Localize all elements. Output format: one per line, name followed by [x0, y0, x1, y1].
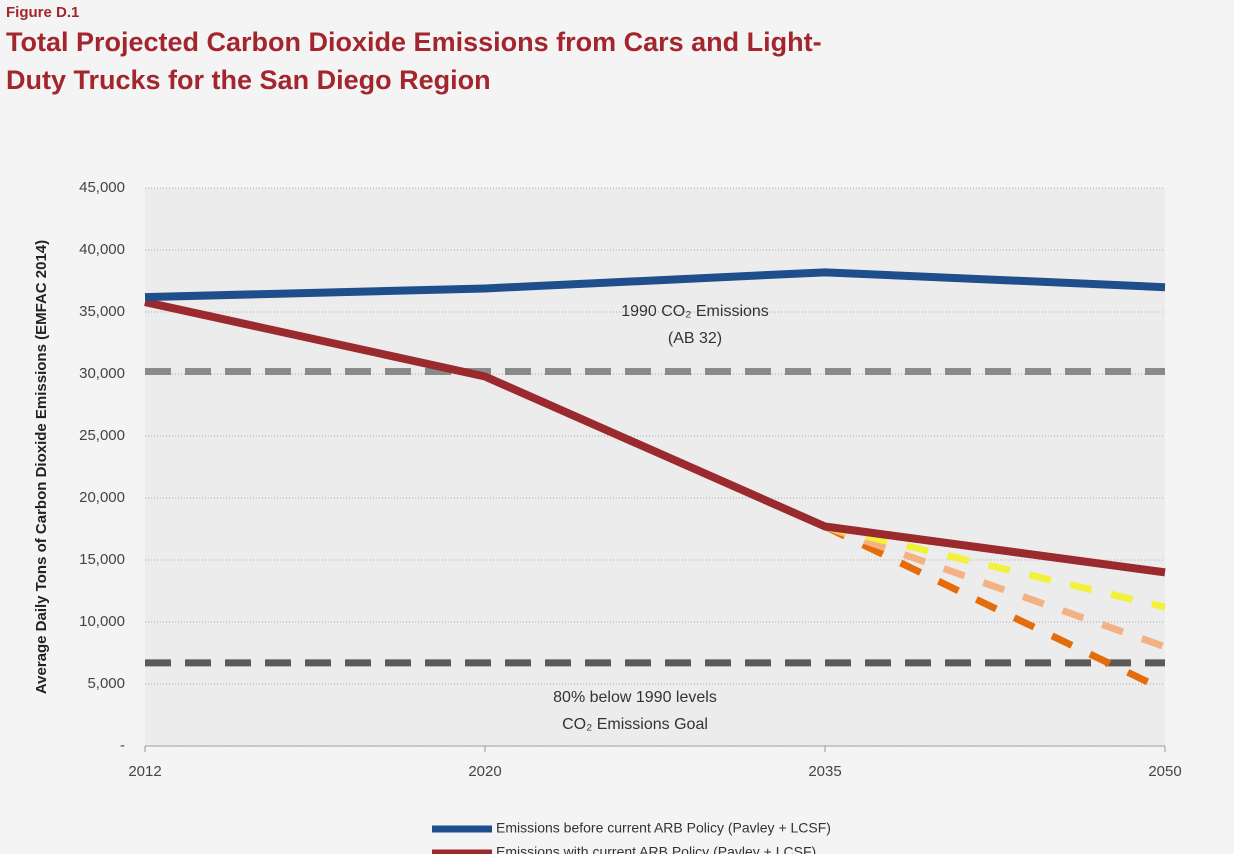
- y-tick-label: 45,000: [79, 179, 125, 196]
- chart-title: Total Projected Carbon Dioxide Emissions…: [6, 27, 822, 95]
- y-tick-label: 5,000: [87, 675, 125, 692]
- x-tick-label: 2050: [1148, 763, 1181, 780]
- series-line: [144, 298, 1166, 577]
- scenario-line: [824, 523, 1166, 611]
- x-tick-label: 2012: [128, 763, 161, 780]
- x-tick-label: 2035: [808, 763, 841, 780]
- y-tick-label: 40,000: [79, 241, 125, 258]
- figure-label: Figure D.1: [6, 4, 80, 21]
- y-axis-label: Average Daily Tons of Carbon Dioxide Emi…: [33, 240, 50, 694]
- header: Figure D.1 Total Projected Carbon Dioxid…: [6, 4, 866, 99]
- annotation: CO₂ Emissions Goal: [562, 716, 708, 733]
- scenario-line: [823, 523, 1167, 651]
- x-tick-label: 2020: [468, 763, 501, 780]
- annotation: (AB 32): [668, 330, 722, 347]
- plot-area: [145, 188, 1165, 746]
- y-tick-label: 15,000: [79, 551, 125, 568]
- y-tick-label: 30,000: [79, 365, 125, 382]
- y-tick-label: 35,000: [79, 303, 125, 320]
- annotation: 80% below 1990 levels: [553, 689, 717, 706]
- legend-label: Emissions before current ARB Policy (Pav…: [496, 820, 831, 836]
- annotation: 1990 CO₂ Emissions: [621, 303, 769, 320]
- y-tick-label: -: [120, 737, 125, 754]
- series-line: [144, 268, 1166, 302]
- legend-label: Emissions with current ARB Policy (Pavle…: [496, 844, 816, 854]
- y-tick-label: 25,000: [79, 427, 125, 444]
- y-tick-label: 20,000: [79, 489, 125, 506]
- scenario-line: [823, 523, 1167, 694]
- y-tick-label: 10,000: [79, 613, 125, 630]
